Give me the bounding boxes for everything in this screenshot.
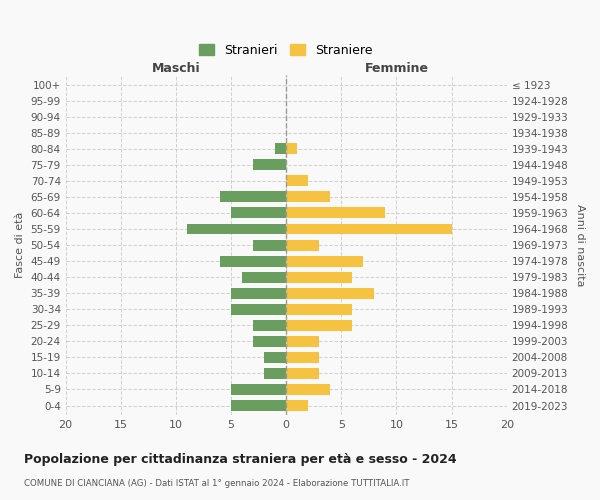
- Bar: [286, 192, 331, 202]
- Y-axis label: Fasce di età: Fasce di età: [15, 212, 25, 278]
- Bar: [220, 192, 286, 202]
- Bar: [253, 336, 286, 347]
- Bar: [286, 272, 352, 282]
- Bar: [286, 144, 297, 154]
- Bar: [286, 400, 308, 411]
- Bar: [253, 240, 286, 250]
- Bar: [286, 352, 319, 363]
- Bar: [286, 240, 319, 250]
- Bar: [264, 368, 286, 379]
- Bar: [286, 288, 374, 298]
- Bar: [286, 320, 352, 330]
- Bar: [242, 272, 286, 282]
- Bar: [286, 304, 352, 314]
- Legend: Stranieri, Straniere: Stranieri, Straniere: [196, 40, 377, 61]
- Bar: [187, 224, 286, 234]
- Text: Femmine: Femmine: [364, 62, 428, 75]
- Bar: [264, 352, 286, 363]
- Bar: [253, 320, 286, 330]
- Bar: [286, 384, 331, 395]
- Bar: [231, 400, 286, 411]
- Bar: [253, 160, 286, 170]
- Bar: [286, 176, 308, 186]
- Text: Maschi: Maschi: [152, 62, 200, 75]
- Bar: [231, 288, 286, 298]
- Bar: [220, 256, 286, 266]
- Bar: [231, 384, 286, 395]
- Bar: [231, 208, 286, 218]
- Bar: [275, 144, 286, 154]
- Bar: [286, 208, 385, 218]
- Text: Popolazione per cittadinanza straniera per età e sesso - 2024: Popolazione per cittadinanza straniera p…: [24, 452, 457, 466]
- Bar: [286, 256, 364, 266]
- Text: COMUNE DI CIANCIANA (AG) - Dati ISTAT al 1° gennaio 2024 - Elaborazione TUTTITAL: COMUNE DI CIANCIANA (AG) - Dati ISTAT al…: [24, 479, 409, 488]
- Bar: [286, 224, 452, 234]
- Bar: [286, 368, 319, 379]
- Bar: [286, 336, 319, 347]
- Bar: [231, 304, 286, 314]
- Y-axis label: Anni di nascita: Anni di nascita: [575, 204, 585, 286]
